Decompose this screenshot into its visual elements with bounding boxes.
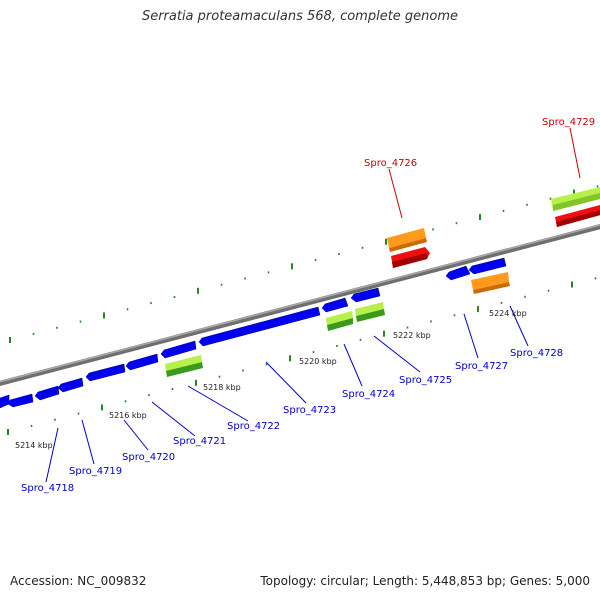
kbp-label: 5222 kbp (393, 331, 431, 340)
gene-label[interactable]: Spro_4722 (227, 421, 280, 432)
gene-box-green[interactable] (165, 355, 203, 377)
gene-arrow[interactable] (468, 257, 507, 275)
gene-label[interactable]: Spro_4727 (455, 361, 508, 372)
accession-text: Accession: NC_009832 (10, 574, 147, 588)
kbp-label: 5218 kbp (203, 383, 241, 392)
minus-strand-genes (0, 257, 507, 409)
gene-box-red[interactable] (555, 204, 600, 227)
gene-arrow[interactable] (85, 363, 126, 382)
gene-arrow[interactable] (34, 385, 60, 401)
gene-box-green[interactable] (551, 186, 600, 211)
kbp-label: 5224 kbp (489, 309, 527, 318)
kbp-label: 5214 kbp (15, 441, 53, 450)
gene-label[interactable]: Spro_4723 (283, 405, 336, 416)
kbp-label: 5220 kbp (299, 357, 337, 366)
coordinate-labels: 5214 kbp 5216 kbp 5218 kbp 5220 kbp 5222… (15, 309, 527, 450)
gene-arrow[interactable] (445, 265, 471, 281)
kbp-label: 5216 kbp (109, 411, 147, 420)
gene-box-orange[interactable] (387, 228, 427, 252)
outer-tick-row (9, 185, 599, 343)
gene-label[interactable]: Spro_4721 (173, 436, 226, 447)
plus-strand-genes (387, 186, 600, 268)
inner-tick-row (7, 277, 597, 435)
gene-label[interactable]: Spro_4720 (122, 452, 175, 463)
minus-strand-rna-genes (165, 272, 510, 377)
gene-arrow-red[interactable] (391, 247, 430, 268)
gene-label[interactable]: Spro_4725 (399, 375, 452, 386)
genome-summary-text: Topology: circular; Length: 5,448,853 bp… (260, 574, 590, 588)
gene-arrow[interactable] (57, 377, 84, 393)
gene-label[interactable]: Spro_4726 (364, 158, 417, 169)
gene-box-green[interactable] (355, 302, 385, 322)
gene-label[interactable]: Spro_4728 (510, 348, 563, 359)
gene-box-orange[interactable] (471, 272, 510, 294)
gene-label[interactable]: Spro_4719 (69, 466, 122, 477)
gene-arrow[interactable] (7, 393, 34, 408)
map-title: Serratia proteamaculans 568, complete ge… (141, 9, 459, 24)
gene-labels: Spro_4718 Spro_4719 Spro_4720 Spro_4721 … (21, 117, 595, 494)
gene-arrow[interactable] (160, 340, 197, 359)
gene-box-green[interactable] (326, 311, 353, 331)
gene-label[interactable]: Spro_4718 (21, 483, 74, 494)
gene-arrow[interactable] (125, 353, 159, 371)
gene-label[interactable]: Spro_4729 (542, 117, 595, 128)
gene-arrow[interactable] (321, 297, 349, 313)
label-leaders (45, 127, 581, 483)
genome-backbone (0, 224, 600, 386)
gene-arrow[interactable] (198, 306, 321, 347)
gene-arrow[interactable] (0, 394, 10, 409)
gene-arrow[interactable] (350, 287, 381, 303)
gene-label[interactable]: Spro_4724 (342, 389, 395, 400)
